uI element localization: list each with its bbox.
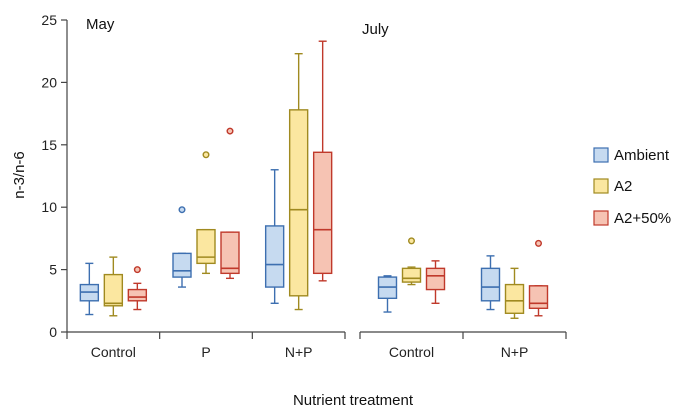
panel-label-may: May [86, 16, 115, 33]
box-july-n-plus-p-a2 [504, 267, 525, 319]
legend-item-a2-50: A2+50% [593, 210, 671, 227]
iqr-box-july-n-plus-p-a2-50 [528, 285, 549, 309]
legend: Ambient A2 A2+50% [593, 147, 671, 227]
iqr-box-july-n-plus-p-a2 [504, 283, 525, 314]
box-july-control-a2 [401, 237, 422, 286]
outlier-july-n-plus-p-a2-50-0 [535, 239, 543, 247]
y-tick-label-10: 10 [41, 199, 57, 215]
iqr-box-may-control-a2-50 [127, 288, 148, 302]
box-july-n-plus-p-ambient [480, 255, 501, 311]
legend-item-ambient: Ambient [593, 147, 670, 164]
legend-item-a2: A2 [593, 178, 632, 195]
legend-swatch-a2 [593, 178, 609, 194]
box-may-p-ambient [172, 206, 192, 288]
iqr-box-may-p-a2 [196, 228, 216, 265]
box-may-control-ambient [79, 262, 100, 316]
iqr-box-july-control-a2-50 [425, 267, 446, 291]
outlier-may-p-a2-0 [202, 151, 210, 159]
x-tick-label-may-p: P [201, 344, 210, 360]
legend-label-ambient: Ambient [614, 147, 670, 164]
x-tick-label-july-control: Control [389, 344, 434, 360]
iqr-box-may-n-plus-p-ambient [264, 225, 285, 288]
box-may-p-a2-50 [220, 127, 240, 280]
box-group-may-control [79, 256, 148, 317]
iqr-box-may-control-a2 [103, 273, 124, 307]
y-tick-label-0: 0 [49, 324, 57, 340]
iqr-box-july-control-a2 [401, 267, 422, 283]
box-group-may-p [172, 127, 240, 288]
box-may-control-a2-50 [127, 266, 148, 311]
legend-swatch-ambient [593, 147, 609, 163]
outlier-july-control-a2-0 [408, 237, 416, 245]
box-group-july-control [377, 237, 446, 313]
outlier-may-control-a2-50-0 [133, 266, 141, 274]
outlier-may-p-ambient-0 [178, 206, 186, 214]
box-may-n-plus-p-a2 [288, 52, 309, 311]
y-tick-label-25: 25 [41, 12, 57, 28]
y-tick-label-5: 5 [49, 262, 57, 278]
x-tick-label-may-control: Control [91, 344, 136, 360]
y-axis-title: n-3/n-6 [11, 151, 28, 199]
iqr-box-may-n-plus-p-a2-50 [312, 151, 333, 275]
y-tick-label-20: 20 [41, 74, 57, 90]
panel-label-july: July [362, 21, 389, 38]
box-july-control-ambient [377, 275, 398, 313]
box-group-may-n-plus-p [264, 40, 333, 311]
legend-swatch-a2-50 [593, 210, 609, 226]
outlier-may-p-a2-50-0 [226, 127, 234, 135]
iqr-box-may-p-a2-50 [220, 231, 240, 275]
x-tick-label-may-n-plus-p: N+P [285, 344, 313, 360]
iqr-box-may-p-ambient [172, 252, 192, 278]
y-tick-label-15: 15 [41, 137, 57, 153]
legend-label-a2-50: A2+50% [614, 210, 671, 227]
plot-area [79, 40, 549, 319]
legend-label-a2: A2 [614, 178, 632, 195]
iqr-box-may-n-plus-p-a2 [288, 109, 309, 297]
box-may-p-a2 [196, 151, 216, 275]
axes: 0 5 10 15 20 25 Control P N+P Control N+P [41, 12, 567, 360]
x-axis-title: Nutrient treatment [293, 392, 414, 409]
box-july-n-plus-p-a2-50 [528, 239, 549, 317]
iqr-box-july-n-plus-p-ambient [480, 267, 501, 302]
box-may-n-plus-p-ambient [264, 169, 285, 304]
box-group-july-n-plus-p [480, 239, 549, 319]
box-may-control-a2 [103, 256, 124, 317]
x-tick-label-july-n-plus-p: N+P [501, 344, 529, 360]
box-july-control-a2-50 [425, 260, 446, 304]
box-may-n-plus-p-a2-50 [312, 40, 333, 282]
